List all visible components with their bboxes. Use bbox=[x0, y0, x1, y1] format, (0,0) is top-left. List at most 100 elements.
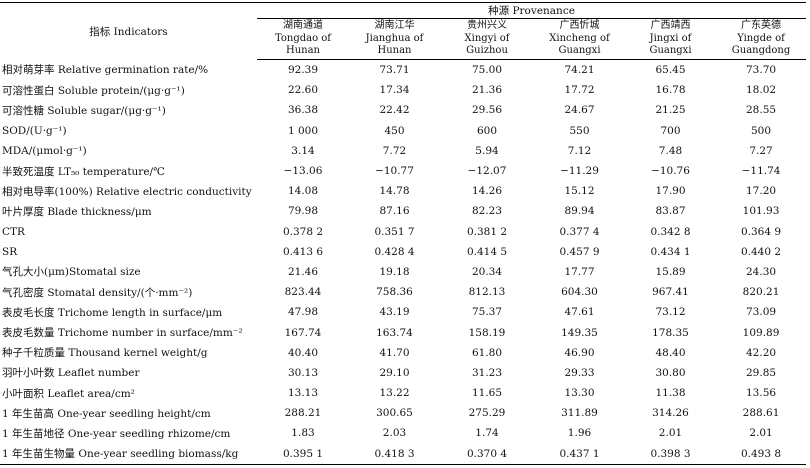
cell-value: 43.19 bbox=[379, 306, 410, 319]
column-header-zh: 湖南江华 bbox=[374, 20, 415, 32]
row-label: 相对电导率(100%) Relative electric conductivi… bbox=[2, 185, 252, 198]
cell-value: 450 bbox=[384, 124, 405, 137]
table-row: 表皮毛长度 Trichome length in surface/μm 47.98… bbox=[0, 302, 806, 322]
column-header-en2: Hunan bbox=[285, 45, 320, 57]
table-row: 相对萌芽率 Relative germination rate/% 92.39 73… bbox=[0, 60, 806, 81]
row-label: 表皮毛数量 Trichome number in surface/mm⁻² bbox=[2, 327, 243, 340]
cell-value: 17.34 bbox=[379, 84, 410, 97]
cell-value: 109.89 bbox=[742, 326, 780, 339]
cell-value: 13.13 bbox=[287, 387, 319, 400]
cell-value: 167.74 bbox=[284, 326, 322, 339]
row-label: 1 年生苗生物量 One-year seedling biomass/kg bbox=[0, 443, 257, 465]
cell-value: 22.60 bbox=[287, 84, 319, 97]
cell-value: 30.80 bbox=[655, 366, 686, 379]
cell-value: 73.12 bbox=[655, 306, 686, 319]
column-header-zh: 广西忻城 bbox=[559, 20, 600, 32]
cell-value: 41.70 bbox=[379, 346, 410, 359]
cell-value: 46.90 bbox=[564, 346, 595, 359]
cell-value: 14.78 bbox=[379, 185, 410, 198]
cell-value: 16.78 bbox=[655, 84, 686, 97]
cell-value: 967.41 bbox=[652, 286, 689, 299]
cell-value: 300.65 bbox=[376, 407, 413, 420]
cell-value: 42.20 bbox=[746, 346, 777, 359]
cell-value: 14.26 bbox=[471, 185, 503, 198]
cell-value: −13.06 bbox=[283, 165, 323, 178]
row-label: 半致死温度 LT₅₀ temperature/℃ bbox=[2, 165, 165, 178]
table-row: 气孔密度 Stomatal density/(个·mm⁻²) 823.44 758.… bbox=[0, 282, 806, 302]
cell-value: 29.85 bbox=[746, 366, 777, 379]
column-header-en1: Jianghua of bbox=[365, 32, 424, 44]
table-row: 气孔大小(μm)Stomatal size 21.46 19.18 20.34 17.7… bbox=[0, 262, 806, 282]
cell-value: 7.27 bbox=[749, 144, 773, 157]
cell-value: 178.35 bbox=[652, 326, 689, 339]
cell-value: 13.22 bbox=[379, 387, 410, 400]
row-label: CTR bbox=[2, 225, 25, 238]
column-header-en1: Yingde of bbox=[737, 32, 785, 44]
cell-value: 2.01 bbox=[749, 427, 773, 440]
cell-value: 7.48 bbox=[658, 144, 683, 157]
indicator-header: 指标 Indicators bbox=[0, 2, 257, 60]
cell-value: 600 bbox=[476, 124, 498, 137]
cell-value: 92.39 bbox=[287, 64, 319, 77]
cell-value: 2.03 bbox=[382, 427, 407, 440]
column-header-en2: Guizhou bbox=[466, 45, 508, 57]
provenance-header: 种源 Provenance bbox=[257, 2, 807, 19]
cell-value: 0.440 2 bbox=[740, 245, 782, 258]
table-row: 种子千粒质量 Thousand kernel weight/g 40.40 41.7… bbox=[0, 343, 806, 363]
table-row: 可溶性糖 Soluble sugar/(μg·g⁻¹) 36.38 22.42 29.… bbox=[0, 100, 806, 120]
column-header: 广东英德 Yingde of Guangdong bbox=[716, 18, 807, 60]
column-header-en1: Jingxi of bbox=[649, 32, 692, 44]
column-header-en2: Guangxi bbox=[649, 45, 692, 57]
cell-value: 29.33 bbox=[564, 366, 595, 379]
cell-value: 149.35 bbox=[561, 326, 598, 339]
cell-value: 700 bbox=[660, 124, 681, 137]
table-row: 1 年生苗高 One-year seedling height/cm 288.21… bbox=[0, 403, 806, 423]
cell-value: 1.96 bbox=[567, 427, 592, 440]
column-header: 广西忻城 Xincheng of Guangxi bbox=[534, 18, 625, 60]
column-header: 湖南通道 Tongdao of Hunan bbox=[257, 18, 349, 60]
cell-value: −10.77 bbox=[375, 165, 414, 178]
cell-value: 1.83 bbox=[291, 427, 315, 440]
cell-value: 79.98 bbox=[287, 205, 319, 218]
cell-value: 13.56 bbox=[746, 387, 777, 400]
cell-value: 24.67 bbox=[564, 104, 595, 117]
cell-value: 0.434 1 bbox=[650, 245, 691, 258]
cell-value: 75.00 bbox=[471, 64, 503, 77]
column-header-zh: 广东英德 bbox=[741, 20, 782, 32]
cell-value: 158.19 bbox=[468, 326, 506, 339]
cell-value: 30.13 bbox=[287, 366, 319, 379]
cell-value: 0.342 8 bbox=[650, 225, 691, 238]
cell-value: 17.77 bbox=[564, 265, 595, 278]
row-label: 可溶性糖 Soluble sugar/(μg·g⁻¹) bbox=[2, 104, 166, 117]
cell-value: 0.381 2 bbox=[466, 225, 508, 238]
table-row: 1 年生苗生物量 One-year seedling biomass/kg 0.3… bbox=[0, 443, 807, 465]
cell-value: 288.21 bbox=[284, 407, 322, 420]
cell-value: 18.02 bbox=[746, 84, 777, 97]
row-label: 羽叶小叶数 Leaflet number bbox=[2, 367, 140, 380]
cell-value: 17.20 bbox=[746, 185, 777, 198]
cell-value: 1.74 bbox=[475, 427, 499, 440]
cell-value: 500 bbox=[751, 124, 772, 137]
cell-value: 73.71 bbox=[379, 64, 410, 77]
row-label: 小叶面积 Leaflet area/cm² bbox=[2, 387, 135, 400]
cell-value: 604.30 bbox=[561, 286, 598, 299]
cell-value: 823.44 bbox=[284, 286, 322, 299]
cell-value: −12.07 bbox=[467, 165, 507, 178]
column-header-zh: 贵州兴义 bbox=[467, 20, 507, 32]
cell-value: 311.89 bbox=[561, 407, 598, 420]
cell-value: 82.23 bbox=[471, 205, 503, 218]
cell-value: 5.94 bbox=[475, 144, 499, 157]
cell-value: 21.36 bbox=[471, 84, 503, 97]
table-row: 半致死温度 LT₅₀ temperature/℃ −13.06 −10.77 −12.… bbox=[0, 161, 806, 181]
cell-value: 36.38 bbox=[287, 104, 319, 117]
row-label: 1 年生苗地径 One-year seedling rhizome/cm bbox=[2, 427, 231, 440]
row-label: SOD/(U·g⁻¹) bbox=[2, 124, 67, 137]
table-row: 叶片厚度 Blade thickness/μm 79.98 87.16 82.23 89… bbox=[0, 201, 806, 221]
cell-value: 0.413 6 bbox=[282, 245, 324, 258]
cell-value: 7.12 bbox=[567, 144, 592, 157]
cell-value: 0.437 1 bbox=[534, 443, 625, 465]
cell-value: 0.370 4 bbox=[440, 443, 534, 465]
cell-value: 0.457 9 bbox=[559, 245, 600, 258]
row-label: 1 年生苗高 One-year seedling height/cm bbox=[2, 407, 211, 420]
